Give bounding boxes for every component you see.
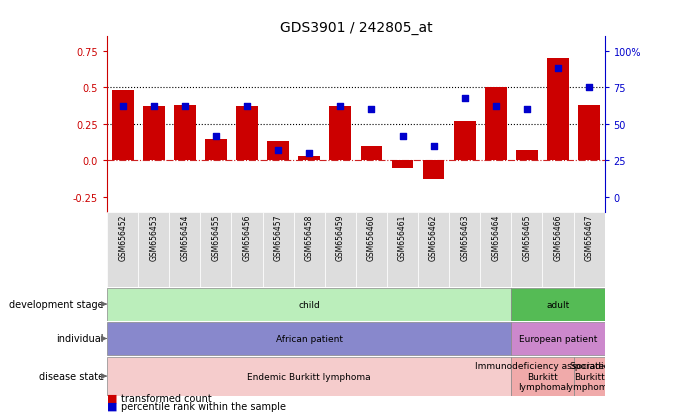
FancyBboxPatch shape: [449, 212, 480, 287]
FancyBboxPatch shape: [542, 212, 574, 287]
Point: [210, 133, 221, 140]
Text: Immunodeficiency associated
Burkitt
lymphoma: Immunodeficiency associated Burkitt lymp…: [475, 361, 610, 391]
Text: GSM656461: GSM656461: [398, 214, 407, 261]
Text: European patient: European patient: [519, 334, 597, 343]
Text: GSM656452: GSM656452: [118, 214, 127, 261]
Bar: [578, 106, 600, 161]
Point: [148, 104, 159, 110]
Point: [366, 107, 377, 114]
Point: [117, 104, 129, 110]
Bar: [112, 91, 133, 161]
Point: [179, 104, 190, 110]
Text: percentile rank within the sample: percentile rank within the sample: [121, 401, 286, 411]
Text: ■: ■: [107, 393, 117, 403]
Point: [272, 147, 283, 154]
FancyBboxPatch shape: [138, 212, 169, 287]
Text: GSM656467: GSM656467: [585, 214, 594, 261]
Point: [491, 104, 502, 110]
Point: [242, 104, 253, 110]
FancyBboxPatch shape: [511, 322, 605, 355]
FancyBboxPatch shape: [200, 212, 231, 287]
Text: development stage: development stage: [10, 299, 104, 309]
FancyBboxPatch shape: [480, 212, 511, 287]
Bar: [361, 147, 382, 161]
Bar: [392, 161, 413, 169]
Bar: [454, 122, 475, 161]
Text: GSM656454: GSM656454: [180, 214, 189, 261]
Point: [459, 95, 470, 102]
Text: African patient: African patient: [276, 334, 343, 343]
FancyBboxPatch shape: [574, 357, 605, 396]
Point: [334, 104, 346, 110]
Point: [397, 133, 408, 140]
Bar: [516, 151, 538, 161]
FancyBboxPatch shape: [511, 288, 605, 321]
Text: adult: adult: [547, 300, 569, 309]
FancyBboxPatch shape: [325, 212, 356, 287]
Bar: [330, 107, 351, 161]
FancyBboxPatch shape: [107, 288, 511, 321]
FancyBboxPatch shape: [356, 212, 387, 287]
Point: [521, 107, 532, 114]
Bar: [143, 107, 164, 161]
Point: [583, 85, 594, 92]
Text: GSM656453: GSM656453: [149, 214, 158, 261]
Bar: [423, 161, 444, 180]
Title: GDS3901 / 242805_at: GDS3901 / 242805_at: [280, 21, 432, 35]
FancyBboxPatch shape: [107, 212, 138, 287]
Text: Endemic Burkitt lymphoma: Endemic Burkitt lymphoma: [247, 372, 371, 381]
Text: ■: ■: [107, 401, 117, 411]
Text: GSM656457: GSM656457: [274, 214, 283, 261]
Text: disease state: disease state: [39, 371, 104, 381]
Bar: [236, 107, 258, 161]
FancyBboxPatch shape: [511, 357, 574, 396]
Bar: [174, 106, 196, 161]
Bar: [267, 142, 289, 161]
Text: GSM656459: GSM656459: [336, 214, 345, 261]
FancyBboxPatch shape: [418, 212, 449, 287]
Bar: [485, 88, 507, 161]
Text: GSM656458: GSM656458: [305, 214, 314, 261]
Bar: [299, 157, 320, 161]
FancyBboxPatch shape: [294, 212, 325, 287]
Text: Sporadic
Burkitt
lymphoma: Sporadic Burkitt lymphoma: [565, 361, 613, 391]
FancyBboxPatch shape: [107, 357, 511, 396]
FancyBboxPatch shape: [511, 212, 542, 287]
Text: GSM656456: GSM656456: [243, 214, 252, 261]
Text: GSM656464: GSM656464: [491, 214, 500, 261]
Text: GSM656462: GSM656462: [429, 214, 438, 261]
Text: GSM656460: GSM656460: [367, 214, 376, 261]
Text: GSM656466: GSM656466: [553, 214, 562, 261]
Text: GSM656463: GSM656463: [460, 214, 469, 261]
Point: [552, 66, 563, 73]
Text: GSM656465: GSM656465: [522, 214, 531, 261]
Bar: [547, 59, 569, 161]
Point: [303, 150, 314, 157]
Point: [428, 143, 439, 150]
FancyBboxPatch shape: [574, 212, 605, 287]
Text: child: child: [299, 300, 320, 309]
Bar: [205, 139, 227, 161]
FancyBboxPatch shape: [231, 212, 263, 287]
FancyBboxPatch shape: [387, 212, 418, 287]
FancyBboxPatch shape: [169, 212, 200, 287]
Text: transformed count: transformed count: [121, 393, 211, 403]
FancyBboxPatch shape: [263, 212, 294, 287]
Text: individual: individual: [57, 334, 104, 344]
FancyBboxPatch shape: [107, 322, 511, 355]
Text: GSM656455: GSM656455: [211, 214, 220, 261]
